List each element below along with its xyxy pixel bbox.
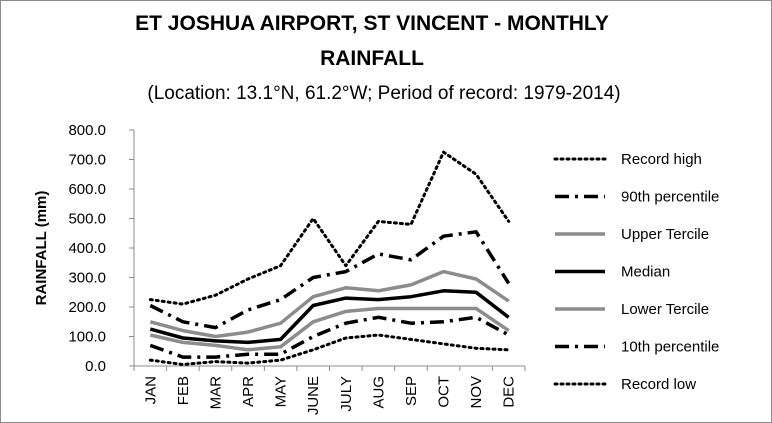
legend-label-lower-tercile: Lower Tercile bbox=[621, 301, 709, 318]
y-tick-label: 0.0 bbox=[85, 358, 106, 375]
x-tick-label: NOV bbox=[468, 376, 485, 409]
legend-label-upper-tercile: Upper Tercile bbox=[621, 226, 709, 243]
x-tick-label: JAN bbox=[142, 376, 159, 404]
series-line-record-low bbox=[148, 333, 511, 366]
x-tick-label: MAY bbox=[273, 376, 290, 407]
x-tick-label: FEB bbox=[175, 376, 192, 405]
x-tick-label: JULY bbox=[338, 376, 355, 412]
legend-label-record-low: Record low bbox=[621, 376, 696, 393]
y-tick-label: 600.0 bbox=[68, 181, 106, 198]
chart-subtitle: (Location: 13.1°N, 61.2°W; Period of rec… bbox=[147, 83, 620, 104]
x-tick-label: SEP bbox=[403, 376, 420, 406]
plot-area: 0.0 100.0 200.0 300.0 400.0 500.0 600.0 700.0 80… bbox=[68, 122, 526, 415]
y-axis-label: RAINFALL (mm) bbox=[33, 191, 50, 306]
series-line-median bbox=[149, 289, 510, 345]
legend: Record high 90th percentile Upper Tercile M… bbox=[553, 151, 719, 393]
legend-label-record-high: Record high bbox=[621, 151, 702, 168]
legend-label-10th-percentile: 10th percentile bbox=[621, 339, 719, 356]
y-tick-label: 100.0 bbox=[68, 329, 106, 346]
x-tick-label: OCT bbox=[436, 376, 453, 408]
x-tick-label: AUG bbox=[370, 376, 387, 409]
series-line-lower-tercile bbox=[149, 306, 510, 352]
x-tick-label: MAR bbox=[207, 376, 224, 410]
y-tick-label: 400.0 bbox=[68, 240, 106, 257]
series-line-10th-percentile bbox=[149, 315, 510, 359]
x-tick-label: JUNE bbox=[305, 376, 322, 415]
chart-title-line-1: ET JOSHUA AIRPORT, ST VINCENT - MONTHLY bbox=[135, 12, 609, 35]
y-tick-label: 200.0 bbox=[68, 299, 106, 316]
legend-label-median: Median bbox=[621, 264, 670, 281]
x-tick-label: DEC bbox=[501, 376, 518, 408]
series-line-record-high bbox=[148, 150, 511, 306]
legend-label-90th-percentile: 90th percentile bbox=[621, 189, 719, 206]
series-line-90th-percentile bbox=[149, 230, 511, 330]
series-line-upper-tercile bbox=[149, 269, 510, 339]
y-tick-label: 500.0 bbox=[68, 211, 106, 228]
y-tick-label: 800.0 bbox=[68, 122, 106, 139]
chart-title-line-2: RAINFALL bbox=[320, 47, 424, 70]
y-tick-label: 300.0 bbox=[68, 270, 106, 287]
x-tick-label: APR bbox=[240, 376, 257, 407]
y-tick-label: 700.0 bbox=[68, 152, 106, 169]
